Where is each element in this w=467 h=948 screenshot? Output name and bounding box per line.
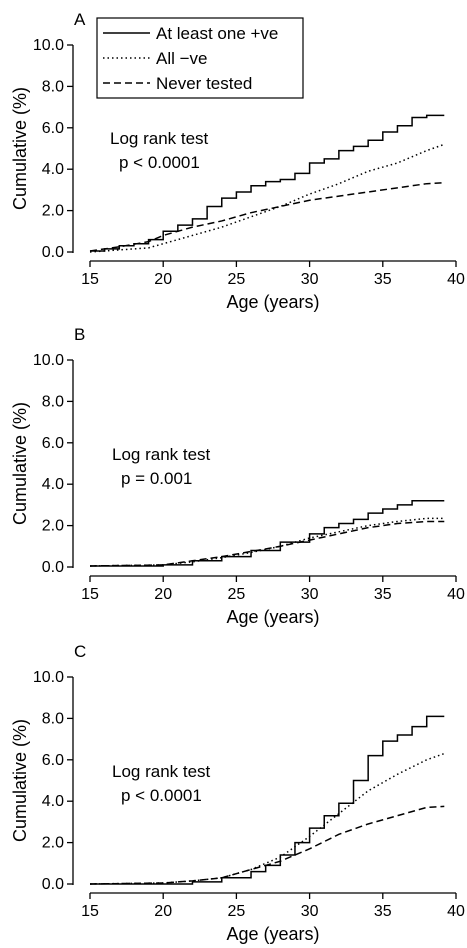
y-tick-label: 10.0 <box>33 669 64 686</box>
x-tick-label: 40 <box>447 903 465 920</box>
y-tick-label: 0.0 <box>42 244 64 261</box>
annotation-line-1: Log rank test <box>112 445 211 464</box>
y-tick-label: 4.0 <box>42 793 64 810</box>
series-line-dotted <box>89 517 445 567</box>
y-tick-label: 6.0 <box>42 752 64 769</box>
y-tick-label: 4.0 <box>42 476 64 493</box>
x-tick-label: 20 <box>154 903 172 920</box>
y-tick-label: 6.0 <box>42 120 64 137</box>
annotation-line-2: p < 0.0001 <box>121 786 202 805</box>
x-tick-label: 40 <box>447 271 465 288</box>
series-line-dotted <box>89 143 445 253</box>
y-tick-label: 4.0 <box>42 161 64 178</box>
chart-panel-c: C 0.0 2.0 4.0 6.0 8.0 10.0 15 20 25 30 35 40 Age (yea… <box>10 642 465 944</box>
legend-entry: At least one +ve <box>156 24 278 43</box>
series-line-solid <box>90 114 445 252</box>
y-tick-label: 2.0 <box>42 835 64 852</box>
y-tick-label: 8.0 <box>42 393 64 410</box>
panel-label: B <box>74 325 85 344</box>
x-tick-label: 35 <box>374 903 392 920</box>
legend: At least one +ve All −ve Never tested <box>96 17 304 99</box>
annotation-line-1: Log rank test <box>110 129 209 148</box>
x-tick-label: 15 <box>81 586 99 603</box>
x-tick-label: 30 <box>301 903 319 920</box>
legend-entry: All −ve <box>156 49 208 68</box>
y-tick-label: 6.0 <box>42 435 64 452</box>
y-tick-label: 8.0 <box>42 710 64 727</box>
annotation-line-1: Log rank test <box>112 762 211 781</box>
x-tick-label: 25 <box>228 903 246 920</box>
series-line-dashed <box>89 805 445 885</box>
x-tick-label: 30 <box>301 271 319 288</box>
series-line-solid <box>90 715 445 885</box>
panel-label: A <box>74 10 86 29</box>
y-tick-label: 10.0 <box>33 352 64 369</box>
y-tick-label: 2.0 <box>42 203 64 220</box>
x-tick-label: 35 <box>374 271 392 288</box>
y-axis-title: Cumulative (%) <box>10 719 30 842</box>
series-line-dotted <box>89 752 445 885</box>
x-tick-label: 35 <box>374 586 392 603</box>
x-tick-label: 40 <box>447 586 465 603</box>
x-tick-label: 30 <box>301 586 319 603</box>
y-axis-title: Cumulative (%) <box>10 402 30 525</box>
x-tick-label: 20 <box>154 271 172 288</box>
y-tick-label: 8.0 <box>42 78 64 95</box>
x-tick-label: 15 <box>81 271 99 288</box>
y-tick-label: 10.0 <box>33 37 64 54</box>
x-axis-title: Age (years) <box>226 607 319 627</box>
chart-panel-a: A 0.0 2.0 4.0 6.0 8.0 10.0 15 20 25 30 35 40 Age (yea… <box>10 10 465 312</box>
y-tick-label: 0.0 <box>42 559 64 576</box>
legend-entry: Never tested <box>156 74 252 93</box>
x-tick-label: 15 <box>81 903 99 920</box>
y-axis-title: Cumulative (%) <box>10 87 30 210</box>
series-line-dashed <box>89 520 445 567</box>
y-tick-label: 2.0 <box>42 518 64 535</box>
x-axis-title: Age (years) <box>226 924 319 944</box>
x-tick-label: 20 <box>154 586 172 603</box>
x-axis-title: Age (years) <box>226 292 319 312</box>
x-tick-label: 25 <box>228 271 246 288</box>
annotation-line-2: p < 0.0001 <box>119 153 200 172</box>
panel-label: C <box>74 642 86 661</box>
annotation-line-2: p = 0.001 <box>121 469 192 488</box>
series-line-solid <box>90 500 445 567</box>
x-tick-label: 25 <box>228 586 246 603</box>
series-line-dashed <box>89 181 445 252</box>
chart-panel-b: B 0.0 2.0 4.0 6.0 8.0 10.0 15 20 25 30 35 40 Age (yea… <box>10 325 465 627</box>
y-tick-label: 0.0 <box>42 876 64 893</box>
